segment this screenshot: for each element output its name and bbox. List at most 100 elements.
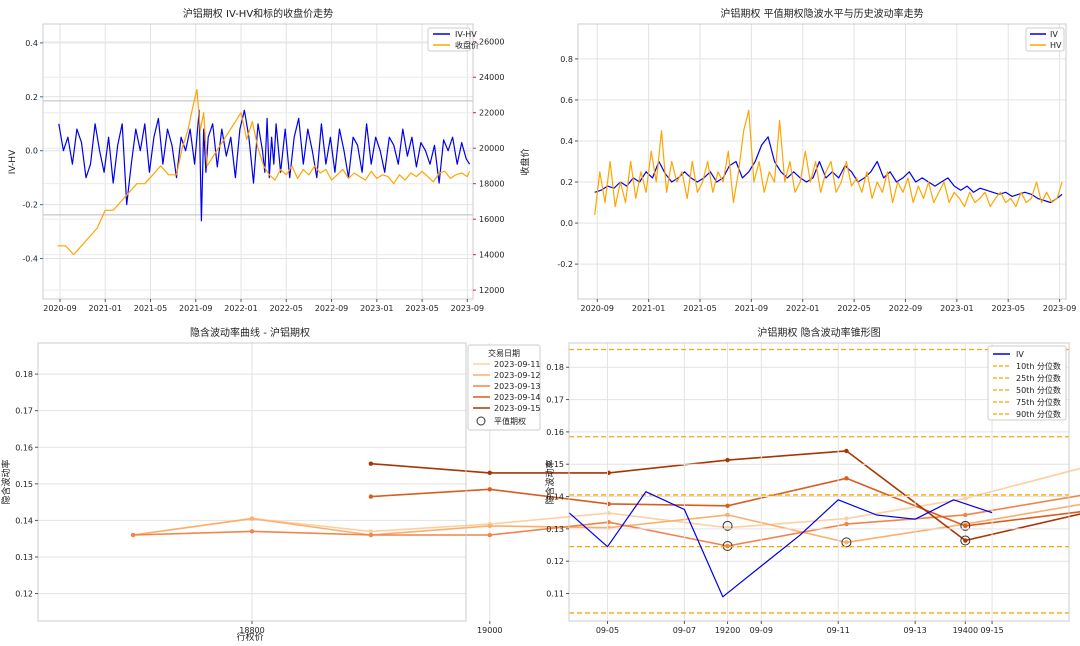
y-tick-label: 0.16: [15, 443, 33, 452]
x-axis-label: 行权价: [236, 631, 263, 643]
legend-label: 2023-09-13: [494, 382, 541, 391]
y-tick-label: 0.6: [560, 96, 573, 105]
y-axis-label-right: 收盘价: [519, 148, 531, 175]
legend-label: 2023-09-11: [494, 360, 541, 369]
legend-label: 10th 分位数: [1016, 361, 1061, 371]
chart-title: 沪铝期权 IV-HV和标的收盘价走势: [183, 7, 333, 20]
x-tick-label: 2022-09: [315, 304, 348, 313]
x-tick-label: 2023-09: [1043, 304, 1076, 313]
legend-label: IV: [1050, 30, 1058, 39]
data-point: [487, 470, 492, 476]
x-tick-label: 09-07: [673, 626, 696, 635]
data-point: [963, 538, 968, 543]
atm-marker: [722, 520, 733, 531]
series-line: [594, 109, 1063, 215]
y-tick-label: 0.0: [560, 219, 573, 228]
y-tick-label: 0.15: [15, 480, 33, 489]
series-line: [57, 88, 471, 256]
legend: IV-HV 收盘价: [427, 27, 479, 52]
legend-label: HV: [1050, 41, 1062, 50]
x-tick-label: 09-15: [980, 626, 1003, 635]
x-tick-label: 2023-01: [940, 304, 973, 313]
y-tick-label: -0.2: [557, 260, 573, 269]
chart-title: 隐含波动率曲线 - 沪铝期权: [190, 326, 310, 339]
chart-iv-smile: 1880019000192001940019600198000.120.130.…: [0, 326, 1080, 643]
chart-iv-cone: 09-05 09-07 09-09 09-11 09-13 09-15 0.11 0.12 0.…: [544, 326, 1070, 635]
y2-tick-label: 14000: [479, 251, 504, 260]
data-point: [487, 532, 492, 538]
legend: IV 10th 分位数 25th 分位数 50th 分位数 75th 分位数 9…: [987, 345, 1067, 421]
x-tick-label: 19400: [953, 626, 978, 635]
y-tick-label: 0.17: [15, 407, 33, 416]
x-tick-label: 09-09: [750, 626, 773, 635]
y-axis-label: 隐含波动率: [544, 459, 556, 504]
y-tick-label: -0.2: [22, 201, 38, 210]
y2-tick-label: 22000: [479, 109, 504, 118]
y-tick-label: 0.18: [15, 370, 33, 379]
series-line: [58, 109, 471, 222]
x-tick-label: 2021-01: [632, 304, 665, 313]
y-tick-label: 0.11: [546, 590, 564, 599]
legend-label: IV-HV: [455, 30, 477, 39]
data-point: [844, 516, 849, 521]
x-tick-label: 2022-01: [786, 304, 819, 313]
chart-atm-iv-hv: 2020-09 2021-01 2021-05 2021-09 2022-01 2022-…: [557, 7, 1076, 313]
x-tick-label: 2023-09: [451, 304, 484, 313]
y2-tick-label: 12000: [479, 286, 504, 295]
legend: 交易日期 2023-09-11 2023-09-12 2023-09-13 20…: [467, 344, 541, 431]
x-tick-label: 2023-05: [991, 304, 1024, 313]
data-point: [368, 461, 374, 466]
x-tick-label: 2021-01: [89, 304, 122, 313]
data-point: [368, 494, 374, 499]
y-tick-label: -0.4: [22, 255, 38, 264]
x-tick-label: 2022-05: [270, 304, 303, 313]
x-tick-label: 2020-09: [581, 304, 614, 313]
x-tick-label: 2022-01: [224, 304, 257, 313]
data-point: [487, 523, 492, 529]
chart-iv-hv-close: 2020-09 2021-01 2021-05 2021-09 2022-01 2022-…: [8, 7, 531, 313]
legend-label: 75th 分位数: [1016, 397, 1061, 407]
data-point: [725, 512, 730, 518]
x-tick-label: 2023-01: [360, 304, 393, 313]
legend-label: 50th 分位数: [1016, 385, 1061, 395]
y-axis-label: 隐含波动率: [0, 459, 12, 504]
legend-label: 2023-09-15: [494, 404, 541, 413]
x-tick-label: 2021-05: [134, 304, 167, 313]
y-tick-label: 0.0: [25, 147, 38, 156]
x-tick-label: 09-13: [904, 626, 927, 635]
x-tick-label: 09-11: [827, 626, 850, 635]
y-tick-label: 0.13: [15, 553, 33, 562]
y-tick-label: 0.15: [546, 460, 564, 469]
data-point: [249, 529, 255, 534]
x-tick-label: 2022-05: [837, 304, 870, 313]
legend-label: 收盘价: [455, 40, 479, 50]
data-point: [725, 503, 730, 508]
x-tick-label: 2021-05: [683, 304, 716, 313]
x-tick-label: 2020-09: [43, 304, 76, 313]
legend: IV HV: [1025, 27, 1065, 52]
legend-label: 2023-09-12: [494, 371, 541, 380]
legend-label: 平值期权: [494, 416, 526, 426]
series-line: [568, 491, 993, 598]
legend-label: IV: [1016, 350, 1024, 359]
x-tick-label: 2021-09: [179, 304, 212, 313]
legend-label: 2023-09-14: [494, 393, 541, 402]
x-tick-label: 2021-09: [735, 304, 768, 313]
series-line: [594, 136, 1063, 204]
chart-title: 沪铝期权 隐含波动率锥形图: [757, 326, 880, 339]
y-tick-label: 0.18: [546, 363, 564, 372]
data-point: [249, 516, 255, 521]
legend-label: 25th 分位数: [1016, 373, 1061, 383]
data-point: [963, 523, 968, 529]
y-tick-label: 0.12: [546, 557, 564, 566]
data-point: [963, 512, 968, 518]
y2-tick-label: 18000: [479, 180, 504, 189]
data-point: [725, 457, 730, 463]
x-tick-label: 19000: [477, 626, 502, 635]
y2-tick-label: 20000: [479, 144, 504, 153]
y2-tick-label: 16000: [479, 215, 504, 224]
y-tick-label: 0.12: [15, 590, 33, 599]
data-point: [844, 540, 849, 545]
y-tick-label: 0.16: [546, 428, 564, 437]
